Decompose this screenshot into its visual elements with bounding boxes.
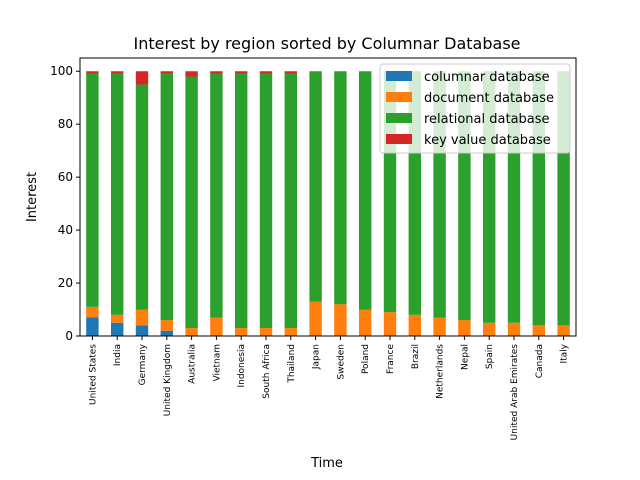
- legend-swatch: [386, 113, 412, 123]
- bar-segment: [160, 73, 173, 321]
- x-tick-label: India: [113, 344, 123, 366]
- bar-segment: [334, 71, 347, 305]
- x-tick-label: Italy: [560, 343, 570, 363]
- bar-segment: [185, 328, 198, 336]
- x-tick-label: Nepal: [460, 344, 470, 370]
- y-axis: 0 20 40 60 80 100: [50, 64, 80, 343]
- bar-segment: [458, 320, 471, 336]
- x-tick-label: Spain: [485, 344, 495, 369]
- bar-segment: [309, 71, 322, 302]
- bar-segment: [135, 84, 149, 310]
- x-tick-label: Indonesia: [237, 344, 247, 388]
- bar-segment: [210, 317, 223, 336]
- bar-segment: [185, 76, 198, 329]
- legend-label: columnar database: [424, 70, 550, 85]
- bar-segment: [86, 71, 99, 74]
- bar-segment: [383, 312, 397, 336]
- legend-label: key value database: [424, 133, 551, 148]
- bar-segment: [359, 309, 372, 336]
- bar-segment: [359, 71, 372, 310]
- bar-segment: [532, 325, 545, 336]
- bar-segment: [111, 322, 124, 336]
- bar-segment: [284, 73, 297, 329]
- bar-segment: [235, 71, 248, 74]
- bar-segment: [86, 317, 99, 336]
- y-axis-label: Interest: [25, 172, 40, 222]
- bar-segment: [557, 325, 570, 336]
- legend-box: [379, 63, 571, 154]
- legend-swatch: [386, 71, 412, 81]
- bar-segment: [235, 73, 248, 329]
- legend-swatch: [386, 92, 412, 102]
- bar-segment: [284, 71, 297, 74]
- x-tick-label: Poland: [361, 344, 371, 374]
- plot-frame: [79, 57, 577, 337]
- y-tick-label: 0: [65, 329, 73, 343]
- legend: columnar database document database relati…: [379, 63, 571, 154]
- y-tick-label: 100: [50, 64, 73, 78]
- bar-segment: [259, 71, 273, 74]
- bar-segment: [86, 306, 99, 318]
- bar-segment: [135, 309, 149, 326]
- x-tick-label: Sweden: [336, 344, 346, 380]
- y-tick-label: 40: [58, 223, 73, 237]
- legend-label: document database: [424, 91, 554, 106]
- bar-segment: [135, 325, 149, 336]
- bar-segment: [284, 328, 297, 336]
- x-tick-label: Germany: [138, 343, 148, 385]
- chart-title: Interest by region sorted by Columnar Da…: [134, 34, 521, 53]
- bar-segment: [111, 73, 124, 315]
- x-tick-label: Canada: [535, 344, 545, 378]
- x-tick-label: Netherlands: [436, 344, 446, 399]
- bar-segment: [309, 301, 322, 336]
- bar-segment: [135, 71, 149, 85]
- x-tick-label: Brazil: [411, 344, 421, 369]
- bar-segment: [210, 73, 223, 318]
- x-tick-label: United States: [88, 344, 98, 405]
- x-tick-label: Australia: [188, 344, 198, 384]
- y-tick-label: 20: [58, 276, 73, 290]
- legend-swatch: [386, 134, 412, 144]
- x-tick-label: United Arab Emirates: [510, 344, 520, 441]
- x-tick-label: South Africa: [262, 344, 272, 399]
- x-tick-label: Japan: [312, 344, 322, 370]
- bar-segment: [408, 314, 421, 336]
- bar-segment: [433, 317, 446, 336]
- bar-segment: [235, 328, 248, 336]
- bar-segment: [259, 73, 273, 329]
- x-tick-label: United Kingdom: [163, 344, 173, 416]
- legend-label: relational database: [424, 112, 550, 127]
- x-tick-label: France: [386, 344, 396, 374]
- y-tick-label: 60: [58, 170, 73, 184]
- y-tick-label: 80: [58, 117, 73, 131]
- x-axis-label: Time: [310, 456, 343, 471]
- bar-segment: [86, 73, 99, 307]
- bar-segment: [111, 314, 124, 323]
- bar-segment: [334, 304, 347, 336]
- bar-segment: [259, 328, 273, 336]
- bar-segment: [111, 71, 124, 74]
- x-tick-label: Vietnam: [212, 344, 222, 382]
- x-axis: United States India Germany United Kingdom A…: [88, 336, 570, 441]
- bar-segment: [483, 322, 496, 336]
- x-tick-label: Thailand: [287, 344, 297, 384]
- bar-segment: [160, 320, 173, 331]
- bar-segment: [210, 71, 223, 74]
- bar-segment: [185, 71, 198, 77]
- bar-segment: [160, 71, 173, 74]
- bar-segment: [160, 330, 173, 336]
- bar-segment: [507, 322, 521, 336]
